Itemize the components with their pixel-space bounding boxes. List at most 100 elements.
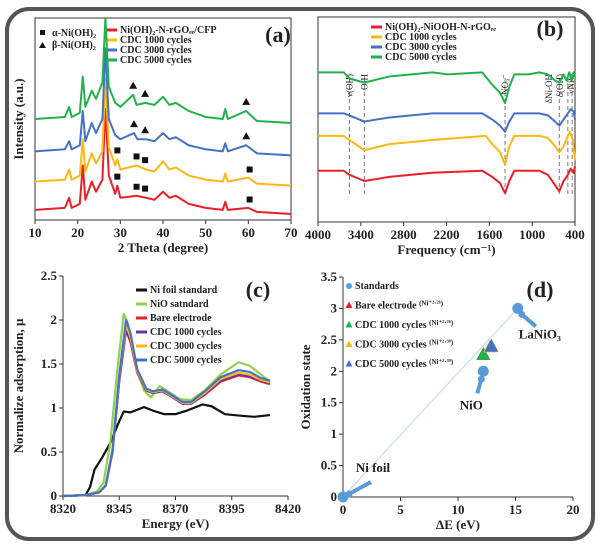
x-tick-label: 1600: [476, 227, 502, 242]
arrow-icon: [348, 480, 372, 496]
data-point: [476, 346, 491, 360]
legend-swatch: [345, 321, 353, 328]
panel-label: (c): [246, 277, 270, 302]
x-tick-label: 400: [565, 227, 585, 242]
x-tick-label: 1000: [519, 227, 545, 242]
phase-legend-label: α-Ni(OH)₂: [52, 28, 96, 39]
phase-legend-label: β-Ni(OH)₂: [52, 40, 96, 51]
standard-label: Ni foil: [356, 460, 391, 475]
series-line: [62, 403, 271, 498]
legend-swatch: [346, 283, 352, 289]
x-tick-label: 3400: [348, 227, 374, 242]
beta-phase-marker: [129, 120, 138, 128]
series-line: [318, 166, 576, 195]
series-line: [34, 17, 292, 125]
legend-label: Ni(OH)₂-N-rGOₑₑ/CFP: [120, 25, 216, 36]
x-tick-label: 8420: [275, 501, 301, 516]
series-line: [62, 318, 271, 498]
y-tick-label: 1: [331, 426, 338, 441]
x-tick-label: 40: [157, 225, 170, 240]
alpha-phase-marker: [114, 173, 121, 180]
legend-label: Ni(OH)₂-NiOOH-N-rGOₑₑ: [385, 22, 496, 33]
y-tick-label: 3.5: [321, 269, 338, 284]
y-tick-label: 1: [51, 400, 58, 415]
legend-swatch: [345, 301, 353, 308]
panel-a: 10 20 30 40 50 60 70 2 Theta (degree) Intensity …: [11, 17, 298, 255]
legend-label: CDC 3000 cycles (Ni⁺²·³⁸): [355, 339, 454, 351]
x-tick-label: 0: [340, 502, 347, 517]
annotation-label: ν(OH): [344, 74, 354, 97]
arrow-head: [518, 310, 526, 318]
series-line: [34, 107, 292, 215]
legend-oxidation-state: (Ni⁺²·²⁶): [419, 300, 444, 308]
x-axis-title: 2 Theta (degree): [118, 240, 209, 255]
series-line: [34, 77, 292, 187]
legend-label: Bare electrode (Ni⁺²·²⁶): [355, 300, 444, 312]
alpha-phase-marker: [114, 147, 121, 154]
legend-label: CDC 5000 cycles (Ni⁺²·³⁹): [355, 358, 454, 370]
y-tick-label: 1.5: [321, 395, 338, 410]
y-axis-title: Intensity (a.u.): [11, 78, 26, 159]
x-tick-label: 2200: [434, 227, 460, 242]
x-tick-label: 2800: [391, 227, 417, 242]
y-tick-label: 2.5: [41, 268, 58, 283]
alpha-phase-marker: [246, 166, 253, 173]
beta-phase-marker: [141, 89, 150, 97]
y-tick-label: 2: [51, 312, 58, 327]
x-tick-label: 50: [199, 225, 212, 240]
legend-label: CDC 1000 cycles: [120, 35, 192, 46]
panel-b: 4000 3400 2800 2200 1600 1000 400 Frequency (cm…: [305, 16, 585, 257]
x-tick-label: 8395: [219, 501, 246, 516]
y-tick-label: 2: [331, 363, 338, 378]
x-tick-label: 20: [71, 225, 84, 240]
x-tick-label: 5: [397, 502, 404, 517]
series-line: [318, 108, 576, 133]
legend-label: CDC 3000 cycles: [150, 341, 222, 352]
legend-label: CDC 1000 cycles (Ni⁺²·²⁶): [355, 319, 454, 331]
x-tick-label: 8320: [50, 501, 76, 516]
x-axis-title: ΔE (eV): [436, 517, 480, 532]
alpha-phase-marker: [142, 185, 149, 192]
x-tick-label: 30: [114, 225, 127, 240]
annotation-label: νNiO: [566, 74, 576, 94]
beta-phase-marker: [242, 132, 251, 140]
standard-label: LaNiO₃: [519, 326, 561, 341]
legend-label: Bare electrode: [150, 313, 212, 324]
y-tick-label: 1.5: [41, 356, 58, 371]
annotation-label: δ(OH): [555, 74, 565, 97]
alpha-phase-marker: [133, 153, 140, 160]
x-axis-title: Frequency (cm⁻¹): [397, 242, 495, 257]
legend-label: CDC 1000 cycles: [385, 32, 457, 43]
y-tick-label: 0: [331, 489, 338, 504]
data-point: [477, 365, 489, 377]
legend-oxidation-state: (Ni⁺²·²⁶): [429, 319, 454, 327]
y-tick-label: 0.5: [321, 458, 338, 473]
x-tick-label: 10: [29, 225, 42, 240]
y-tick-label: 0: [51, 488, 58, 503]
y-tick-label: 3: [331, 300, 338, 315]
x-tick-label: 60: [242, 225, 255, 240]
x-tick-label: 70: [285, 225, 298, 240]
annotation-label: NO₃⁻: [500, 74, 510, 95]
legend-label: Ni foil standard: [150, 285, 218, 296]
x-tick-label: 15: [509, 502, 523, 517]
y-tick-label: 2.5: [321, 332, 338, 347]
beta-phase-marker: [141, 126, 150, 134]
series-line: [318, 130, 576, 166]
x-tick-label: 8345: [106, 501, 133, 516]
legend-oxidation-state: (Ni⁺²·³⁸): [429, 339, 454, 347]
legend-label: CDC 5000 cycles: [120, 55, 192, 66]
legend-swatch: [345, 360, 353, 367]
panel-label: (b): [537, 16, 564, 41]
panel-label: (d): [527, 277, 554, 302]
panel-d: 0 5 10 15 20 0 0.5 1 1.5 2 2.5 3 3.5 ΔE (eV) Oxidation…: [298, 269, 580, 532]
series-line: [318, 71, 576, 105]
data-point: [484, 338, 499, 352]
legend-label: CDC 1000 cycles: [150, 327, 222, 338]
legend-oxidation-state: (Ni⁺²·³⁹): [429, 358, 454, 366]
panel-c: 8320 8345 8370 8395 8420 0 0.5 1 1.5 2 2.5 Energy (…: [11, 268, 301, 531]
figure-frame: [5, 7, 595, 541]
x-tick-label: 10: [452, 502, 465, 517]
series-line: [34, 47, 292, 157]
legend-square-marker: [40, 30, 45, 35]
